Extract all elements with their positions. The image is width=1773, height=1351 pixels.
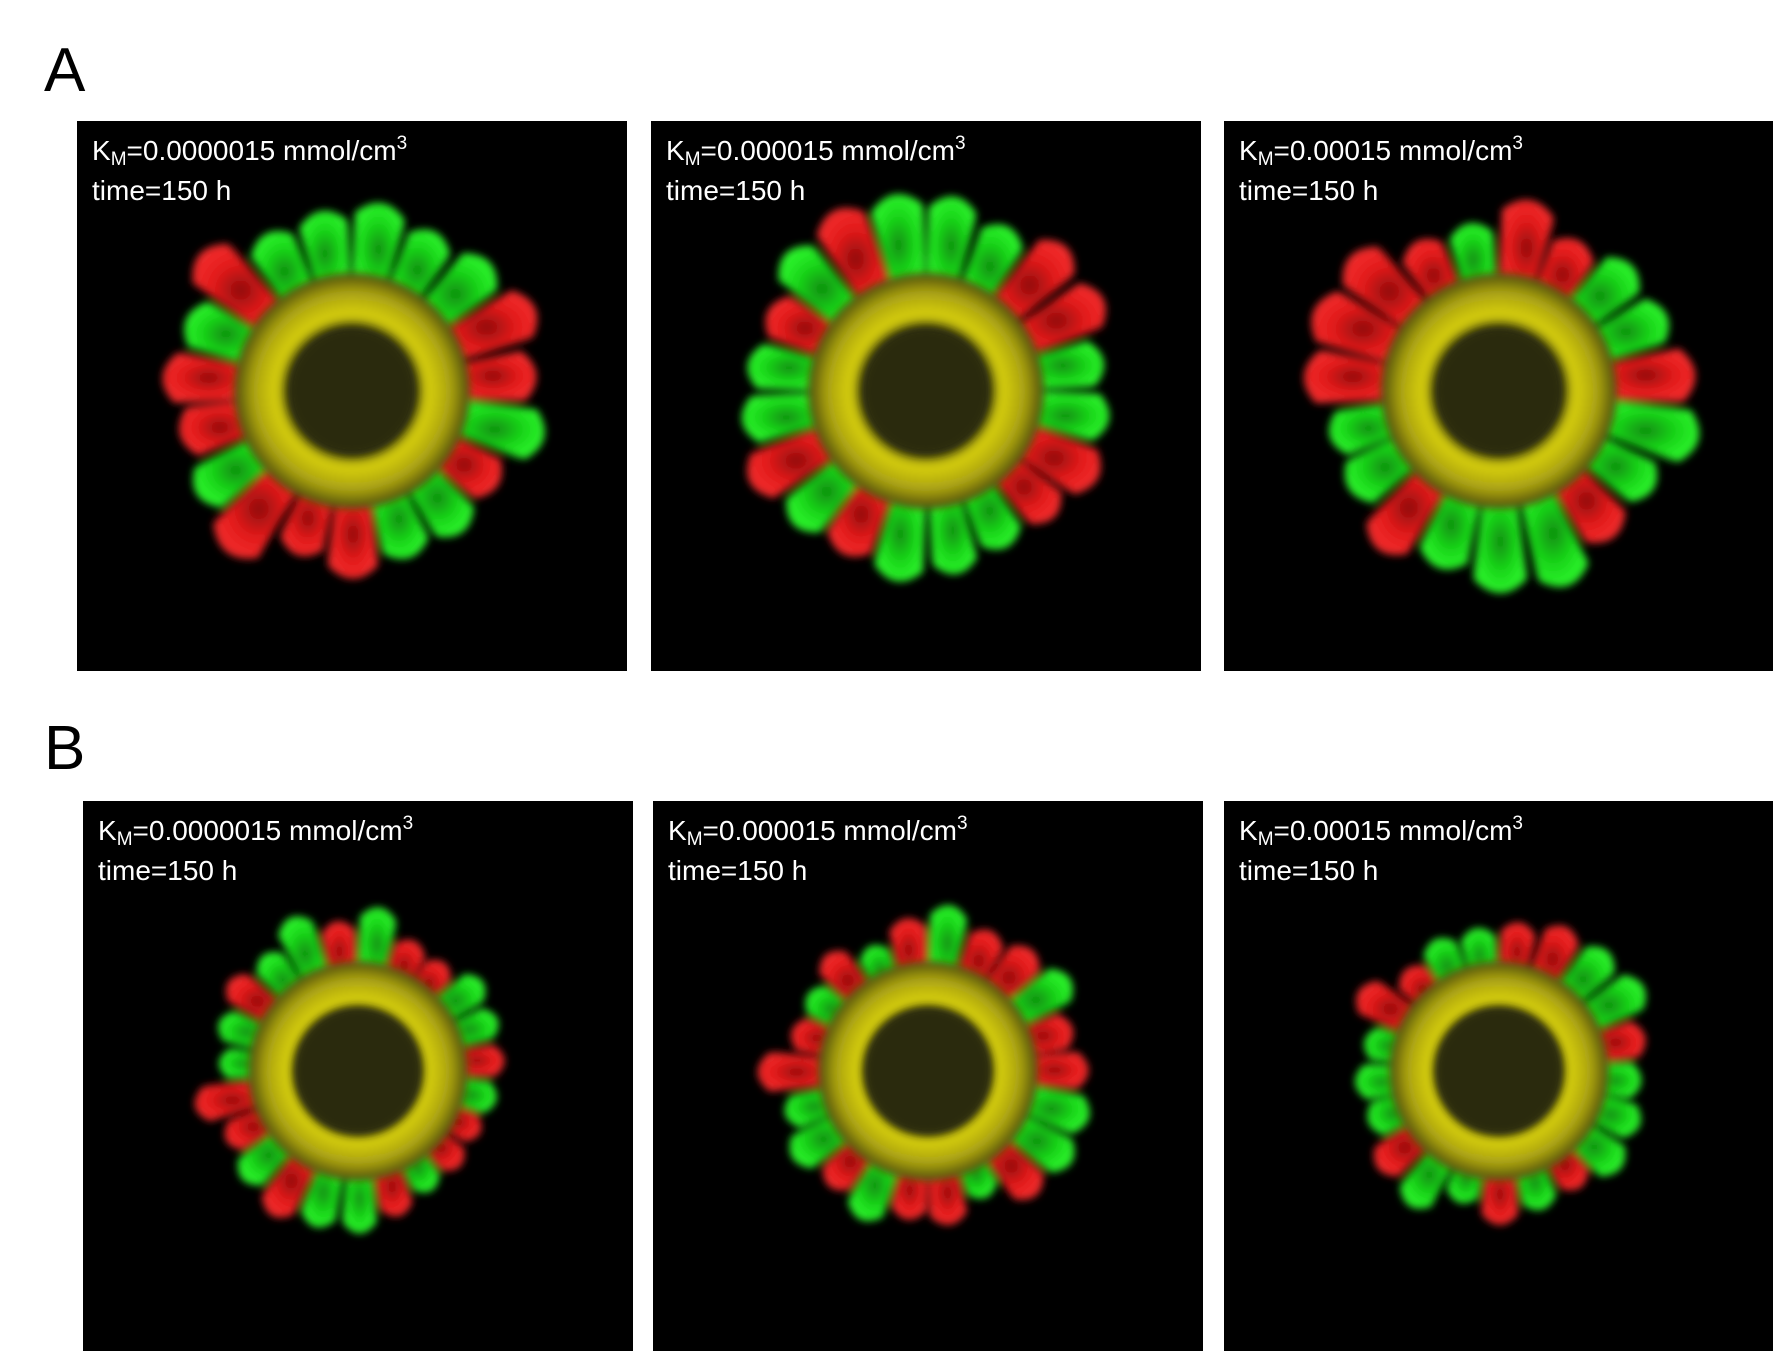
necrotic-core	[1435, 1007, 1563, 1135]
tile-caption: KM=0.00015 mmol/cm3 time=150 h	[1239, 131, 1523, 211]
tile-caption: KM=0.0000015 mmol/cm3 time=150 h	[92, 131, 407, 211]
time-label: time=150 h	[1239, 171, 1523, 211]
km-label: KM=0.00015 mmol/cm3	[1239, 131, 1523, 171]
km-label: KM=0.0000015 mmol/cm3	[92, 131, 407, 171]
time-label: time=150 h	[1239, 851, 1523, 891]
simulation-tile-a1: KM=0.0000015 mmol/cm3 time=150 h	[77, 121, 627, 671]
simulation-tile-b2: KM=0.000015 mmol/cm3 time=150 h	[653, 801, 1203, 1351]
tile-caption: KM=0.00015 mmol/cm3 time=150 h	[1239, 811, 1523, 891]
panel-letter-b: B	[44, 718, 85, 780]
tile-caption: KM=0.000015 mmol/cm3 time=150 h	[666, 131, 966, 211]
km-label: KM=0.00015 mmol/cm3	[1239, 811, 1523, 851]
simulation-tile-b3: KM=0.00015 mmol/cm3 time=150 h	[1224, 801, 1773, 1351]
km-label: KM=0.000015 mmol/cm3	[668, 811, 968, 851]
necrotic-core	[294, 1007, 422, 1135]
simulation-tile-a2: KM=0.000015 mmol/cm3 time=150 h	[651, 121, 1201, 671]
time-label: time=150 h	[92, 171, 407, 211]
simulation-tile-b1: KM=0.0000015 mmol/cm3 time=150 h	[83, 801, 633, 1351]
simulation-tile-a3: KM=0.00015 mmol/cm3 time=150 h	[1224, 121, 1773, 671]
necrotic-core	[862, 327, 990, 455]
tile-caption: KM=0.000015 mmol/cm3 time=150 h	[668, 811, 968, 891]
km-label: KM=0.0000015 mmol/cm3	[98, 811, 413, 851]
necrotic-core	[864, 1007, 992, 1135]
time-label: time=150 h	[668, 851, 968, 891]
tile-caption: KM=0.0000015 mmol/cm3 time=150 h	[98, 811, 413, 891]
panel-letter-a: A	[44, 40, 85, 102]
time-label: time=150 h	[666, 171, 966, 211]
necrotic-core	[1435, 327, 1563, 455]
necrotic-core	[288, 327, 416, 455]
km-label: KM=0.000015 mmol/cm3	[666, 131, 966, 171]
time-label: time=150 h	[98, 851, 413, 891]
